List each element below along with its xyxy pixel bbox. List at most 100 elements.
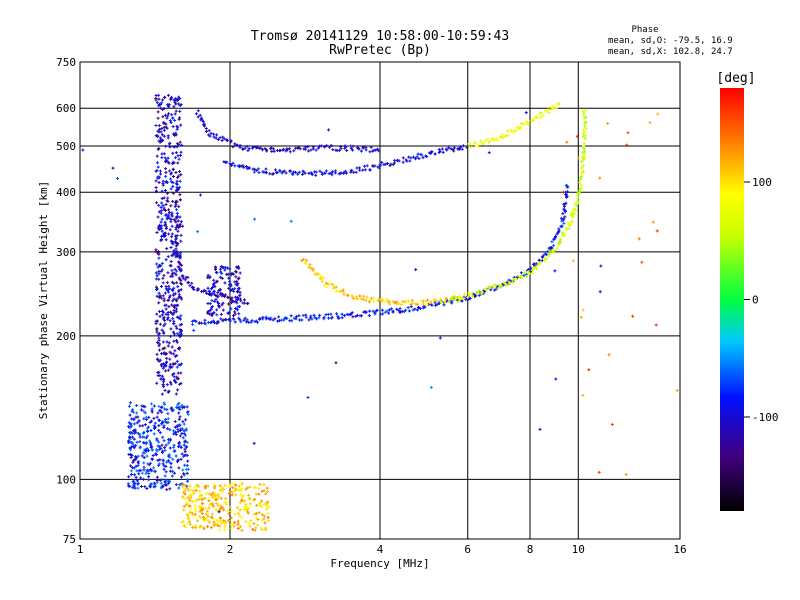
echo-point — [330, 173, 334, 177]
echo-point — [242, 165, 246, 169]
echo-point — [215, 271, 219, 275]
echo-point — [178, 198, 182, 202]
echo-point — [170, 303, 174, 307]
echo-point — [170, 214, 174, 218]
echo-point — [173, 425, 177, 429]
echo-point — [324, 169, 328, 173]
echo-point — [161, 98, 165, 102]
echo-point — [481, 142, 485, 146]
echo-point — [221, 486, 225, 490]
echo-point — [262, 489, 266, 493]
echo-point — [555, 246, 559, 250]
echo-point — [137, 472, 141, 476]
echo-point — [135, 411, 139, 415]
echo-point — [202, 517, 206, 521]
echo-point — [134, 444, 138, 448]
echo-point — [267, 317, 271, 321]
echo-point — [235, 283, 239, 287]
echo-point — [235, 301, 239, 305]
echo-point — [155, 201, 159, 205]
echo-point — [506, 134, 510, 138]
echo-point — [160, 364, 164, 368]
echo-point — [539, 115, 543, 119]
echo-point — [251, 498, 255, 502]
echo-point — [654, 323, 658, 327]
echo-point — [179, 381, 183, 385]
echo-point — [181, 519, 185, 523]
echo-point — [157, 418, 161, 422]
echo-point — [128, 435, 132, 439]
echo-point — [154, 287, 158, 291]
echo-point — [224, 521, 228, 525]
echo-point — [345, 148, 349, 152]
echo-point — [461, 144, 465, 148]
echo-point — [236, 488, 240, 492]
echo-point — [580, 183, 584, 187]
echo-point — [175, 326, 179, 330]
echo-point — [237, 484, 241, 488]
echo-point — [214, 501, 218, 505]
echo-point — [158, 373, 162, 377]
echo-point — [157, 428, 161, 432]
echo-point — [575, 134, 579, 138]
echo-point — [238, 305, 242, 309]
echo-point — [355, 313, 359, 317]
echo-point — [193, 512, 197, 516]
echo-point — [177, 466, 181, 470]
echo-point — [519, 125, 523, 129]
echo-point — [465, 145, 469, 149]
echo-point — [253, 167, 257, 171]
echo-point — [219, 291, 223, 295]
echo-point — [138, 440, 142, 444]
echo-point — [168, 437, 172, 441]
echo-point — [162, 401, 166, 405]
echo-point — [572, 207, 576, 211]
echo-point — [186, 459, 190, 463]
echo-point — [177, 417, 181, 421]
echo-point — [256, 167, 260, 171]
echo-point — [292, 316, 296, 320]
echo-point — [155, 274, 159, 278]
echo-point — [176, 406, 180, 410]
echo-point — [152, 432, 156, 436]
echo-point — [178, 317, 182, 321]
echo-point — [350, 294, 354, 298]
echo-point — [181, 276, 185, 280]
echo-point — [159, 296, 163, 300]
echo-point — [298, 147, 302, 151]
echo-point — [254, 512, 258, 516]
echo-point — [171, 199, 175, 203]
echo-point — [330, 144, 334, 148]
echo-point — [171, 151, 175, 155]
echo-point — [162, 362, 166, 366]
echo-point — [177, 288, 181, 292]
echo-point — [133, 486, 137, 490]
echo-point — [174, 298, 178, 302]
echo-point — [289, 169, 293, 173]
echo-point — [230, 296, 234, 300]
echo-point — [166, 114, 170, 118]
echo-point — [313, 316, 317, 320]
echo-point — [565, 194, 569, 198]
echo-point — [136, 481, 140, 485]
echo-point — [286, 148, 290, 152]
echo-point — [571, 215, 575, 219]
echo-point — [146, 434, 150, 438]
echo-point — [155, 135, 159, 139]
echo-point — [172, 445, 176, 449]
echo-point — [186, 412, 190, 416]
echo-point — [337, 316, 341, 320]
echo-point — [486, 286, 490, 290]
echo-point — [169, 180, 173, 184]
echo-point — [170, 409, 174, 413]
echo-point — [170, 474, 174, 478]
echo-point — [173, 267, 177, 271]
echo-point — [147, 472, 151, 476]
echo-point — [202, 527, 206, 531]
echo-point — [496, 286, 500, 290]
echo-point — [172, 339, 176, 343]
echo-point — [260, 518, 264, 522]
echo-point — [168, 455, 172, 459]
echo-point — [242, 318, 246, 322]
echo-point — [245, 318, 249, 322]
